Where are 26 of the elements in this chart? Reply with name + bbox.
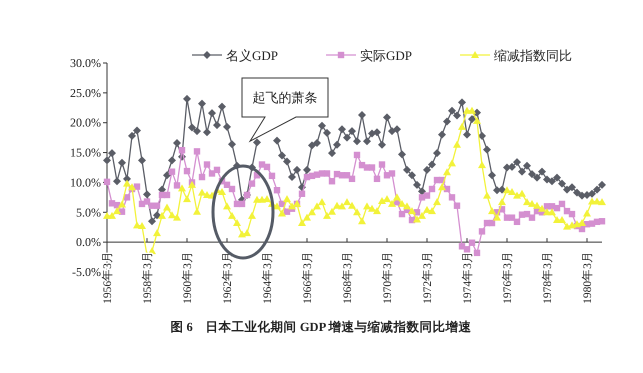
legend-label: 缩减指数同比 <box>494 48 572 63</box>
x-tick-label: 1966年3月 <box>301 251 314 304</box>
legend-label: 实际GDP <box>360 48 412 63</box>
y-tick-label: 10.0% <box>70 175 101 190</box>
callout: 起飞的萧条 <box>242 78 328 143</box>
x-tick-label: 1968年3月 <box>341 251 354 304</box>
legend-label: 名义GDP <box>226 48 278 63</box>
y-tick-label: 0.0% <box>76 235 101 250</box>
y-tick-label: -5.0% <box>72 265 101 279</box>
x-tick-label: 1958年3月 <box>141 251 154 304</box>
annotation: 起飞的萧条 <box>252 90 318 105</box>
x-tick-label: 1980年3月 <box>581 251 594 304</box>
x-tick-label: 1974年3月 <box>461 251 474 304</box>
x-tick-label: 1978年3月 <box>541 251 554 304</box>
x-tick-label: 1964年3月 <box>261 251 274 304</box>
text: 图 6 日本工业化期间 GDP 增速与缩减指数同比增速 <box>170 319 473 334</box>
x-tick-label: 1970年3月 <box>381 251 394 304</box>
x-tick-label: 1956年3月 <box>101 251 114 304</box>
y-tick-label: 5.0% <box>76 205 101 220</box>
y-tick-label: 20.0% <box>70 116 101 130</box>
y-tick-label: 15.0% <box>70 146 101 160</box>
y-tick-label: 25.0% <box>70 86 101 100</box>
x-tick-label: 1960年3月 <box>181 251 194 304</box>
x-tick-label: 1976年3月 <box>501 251 514 304</box>
y-tick-label: 30.0% <box>70 56 101 70</box>
x-tick-label: 1972年3月 <box>421 251 434 304</box>
